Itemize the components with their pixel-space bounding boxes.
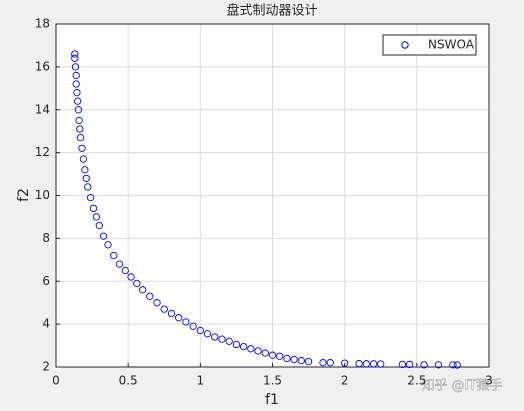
point <box>127 273 135 281</box>
point <box>86 193 95 202</box>
axes-border <box>55 23 490 368</box>
legend-label: NSWOA <box>428 38 475 52</box>
x-axis-label: f1 <box>265 392 279 408</box>
point <box>182 318 190 326</box>
point <box>110 251 118 260</box>
point <box>398 360 407 369</box>
point <box>72 80 80 88</box>
point <box>79 155 88 163</box>
point <box>211 333 219 341</box>
point <box>146 292 154 300</box>
point <box>254 347 262 355</box>
point <box>84 183 92 191</box>
y-tick-label: 14 <box>35 102 50 116</box>
y-tick-label: 10 <box>35 188 50 202</box>
point <box>78 144 86 152</box>
point <box>75 116 83 125</box>
point <box>167 309 176 318</box>
point <box>261 349 269 357</box>
point <box>405 360 414 369</box>
x-tick-label: 3 <box>485 374 493 388</box>
point <box>297 356 306 365</box>
watermark: 知乎 @IT猿手 <box>422 378 503 394</box>
legend-box <box>382 34 477 56</box>
y-tick-label: 12 <box>35 145 50 159</box>
point <box>319 359 327 367</box>
point <box>434 361 443 369</box>
y-tick-label: 2 <box>42 360 50 374</box>
point <box>71 63 80 71</box>
x-tick-label: 2 <box>341 374 349 388</box>
point <box>92 213 101 221</box>
point <box>362 360 370 368</box>
point <box>377 360 385 368</box>
point <box>326 359 334 367</box>
point <box>196 326 204 335</box>
x-tick-label: 0.5 <box>119 374 138 388</box>
y-axis-label: f2 <box>16 188 32 202</box>
point <box>175 314 183 322</box>
point <box>239 342 248 351</box>
point <box>82 174 90 183</box>
point <box>133 279 141 288</box>
point <box>72 71 80 80</box>
point <box>341 359 349 367</box>
point <box>225 337 233 345</box>
point <box>95 221 103 230</box>
point <box>74 106 83 114</box>
point <box>232 340 241 349</box>
point <box>420 361 428 369</box>
y-tick-label: 16 <box>35 59 50 73</box>
x-tick-label: 1 <box>197 374 205 388</box>
point <box>153 299 161 307</box>
point <box>81 166 89 174</box>
point <box>218 335 226 343</box>
point <box>283 354 291 363</box>
point <box>121 266 129 275</box>
point <box>104 241 112 249</box>
point <box>369 360 378 368</box>
point <box>189 322 197 330</box>
point <box>71 54 79 62</box>
y-tick-label: 18 <box>35 17 50 31</box>
point <box>203 330 212 338</box>
point <box>268 351 277 359</box>
point <box>71 50 79 58</box>
x-tick-label: 1.5 <box>263 374 282 388</box>
point <box>73 88 81 97</box>
point <box>115 260 124 268</box>
y-tick-label: 6 <box>42 274 50 288</box>
chart-title: 盘式制动器设计 <box>226 3 317 19</box>
point <box>74 97 82 105</box>
point <box>355 359 363 368</box>
point <box>89 204 98 213</box>
legend-marker <box>401 41 409 49</box>
x-tick-label: 0 <box>52 374 60 388</box>
y-tick-label: 8 <box>42 231 50 245</box>
x-tick-label: 2.5 <box>407 374 426 388</box>
point <box>449 361 457 369</box>
point <box>290 355 298 364</box>
y-tick-label: 4 <box>42 317 50 331</box>
point <box>76 125 84 133</box>
point <box>276 352 284 360</box>
point <box>76 133 85 142</box>
point <box>304 357 313 366</box>
point <box>138 286 147 294</box>
point <box>99 232 108 240</box>
point <box>453 361 461 369</box>
point <box>160 305 168 313</box>
point <box>247 345 255 353</box>
